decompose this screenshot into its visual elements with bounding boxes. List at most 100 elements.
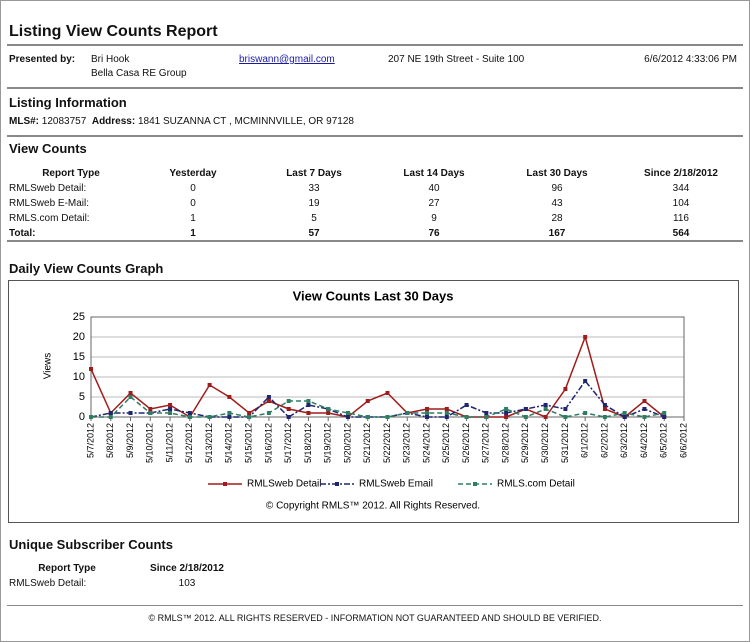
point	[227, 415, 232, 419]
point	[583, 335, 588, 339]
x-tick-label: 6/5/2012	[659, 423, 669, 458]
x-tick-label: 5/8/2012	[105, 423, 115, 458]
point	[306, 411, 311, 415]
point	[326, 407, 331, 411]
point	[523, 407, 528, 411]
x-tick-label: 5/7/2012	[85, 423, 95, 458]
point	[168, 403, 173, 407]
point	[207, 383, 212, 387]
column-header: Last 14 Days	[403, 168, 465, 179]
x-tick-label: 5/29/2012	[520, 423, 530, 463]
point	[89, 415, 93, 419]
cell-value: 344	[672, 183, 690, 194]
column-header: Since 2/18/2012	[150, 563, 224, 574]
x-tick-label: 5/11/2012	[164, 423, 174, 462]
chart-title: View Counts Last 30 Days	[293, 288, 454, 303]
series-line	[90, 334, 665, 419]
legend-label: RMLS.com Detail	[497, 479, 575, 490]
rule	[7, 44, 743, 46]
rule	[7, 240, 743, 242]
point	[425, 411, 430, 415]
point	[365, 415, 370, 419]
point	[484, 411, 489, 415]
x-tick-label: 5/10/2012	[145, 423, 155, 463]
x-tick-label: 5/18/2012	[303, 423, 313, 463]
cell-value: 57	[308, 228, 320, 239]
x-tick-label: 5/15/2012	[244, 423, 254, 463]
point	[484, 415, 489, 419]
x-tick-label: 5/27/2012	[481, 423, 491, 463]
point	[504, 411, 509, 415]
point	[583, 411, 588, 415]
point	[523, 415, 528, 419]
point	[286, 407, 291, 411]
point	[89, 367, 93, 371]
point	[642, 407, 647, 411]
rule	[7, 135, 743, 137]
cell-value: 19	[308, 198, 320, 209]
point	[326, 411, 331, 415]
point	[286, 415, 291, 419]
cell-value: 564	[672, 228, 690, 239]
x-tick-label: 5/23/2012	[402, 423, 412, 463]
section-heading: Listing Information	[9, 95, 127, 110]
x-tick-label: 5/21/2012	[362, 423, 372, 463]
cell-value: 5	[311, 213, 317, 224]
legend-marker	[335, 482, 339, 486]
x-tick-label: 5/16/2012	[263, 423, 273, 463]
point	[345, 415, 350, 419]
point	[168, 411, 173, 415]
x-tick-label: 6/6/2012	[678, 423, 688, 458]
presenter-email[interactable]: briswann@gmail.com	[239, 54, 335, 65]
point	[187, 411, 192, 415]
point	[464, 403, 469, 407]
row-label: RMLSweb Detail:	[9, 578, 87, 589]
x-tick-label: 6/1/2012	[580, 423, 590, 458]
column-header: Since 2/18/2012	[644, 168, 718, 179]
chart-frame	[8, 280, 739, 523]
x-tick-label: 5/20/2012	[342, 423, 352, 463]
column-header: Last 7 Days	[286, 168, 342, 179]
point	[425, 407, 430, 411]
point	[128, 395, 133, 399]
point	[563, 407, 568, 411]
x-tick-label: 5/26/2012	[461, 423, 471, 463]
y-tick-label: 20	[73, 331, 85, 343]
mls-label: MLS#:	[9, 116, 39, 127]
point	[444, 411, 449, 415]
cell-value: 104	[672, 198, 690, 209]
x-tick-label: 6/2/2012	[599, 423, 609, 458]
point	[563, 387, 568, 391]
point	[266, 399, 271, 403]
presenter-address: 207 NE 19th Street - Suite 100	[388, 54, 525, 65]
point	[385, 391, 390, 395]
cell-value: 27	[428, 198, 440, 209]
series-line	[91, 395, 665, 418]
point	[128, 391, 133, 395]
x-tick-label: 5/22/2012	[382, 423, 392, 463]
point	[602, 407, 607, 411]
x-tick-label: 5/30/2012	[540, 423, 550, 463]
legend-label: RMLSweb Detail	[247, 479, 321, 490]
cell-value: 1	[190, 213, 196, 224]
section-heading: View Counts	[9, 141, 87, 156]
point	[227, 411, 232, 415]
address: 1841 SUZANNA CT , MCMINNVILLE, OR 97128	[137, 116, 354, 127]
address-label: Address:	[91, 116, 136, 127]
rule	[7, 87, 743, 89]
legend-label: RMLSweb Email	[359, 479, 433, 490]
point	[266, 411, 271, 415]
cell-value: 40	[428, 183, 440, 194]
cell-value: 76	[428, 228, 440, 239]
point	[108, 415, 113, 419]
point	[365, 399, 370, 403]
row-label: Total:	[9, 228, 36, 239]
x-tick-label: 5/14/2012	[224, 423, 234, 463]
cell-value: 33	[308, 183, 320, 194]
point	[425, 415, 430, 419]
x-tick-label: 5/28/2012	[500, 423, 510, 463]
point	[642, 415, 647, 419]
presenter-name: Bri Hook	[91, 54, 130, 65]
cell-value: 28	[551, 213, 563, 224]
